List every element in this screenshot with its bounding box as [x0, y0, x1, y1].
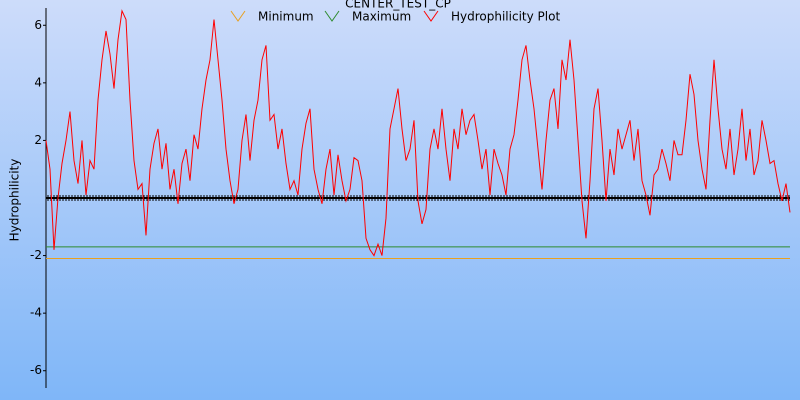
legend-icon [324, 10, 340, 22]
y-tick-label: 2 [34, 133, 42, 147]
legend-label: Minimum [258, 10, 314, 24]
y-tick-label: -4 [30, 306, 42, 320]
legend-label: Maximum [352, 10, 411, 24]
series-line [45, 9, 791, 257]
legend-icon [423, 10, 439, 22]
y-tick-label: 6 [34, 18, 42, 32]
chart-title: CENTER_TEST_CP [345, 0, 451, 11]
legend-label: Hydrophilicity Plot [451, 10, 560, 24]
y-tick-label: -2 [30, 248, 42, 262]
y-axis-label: Hydrophilicity [8, 159, 22, 242]
legend-icon [230, 10, 246, 22]
y-tick-label: 4 [34, 75, 42, 89]
y-tick-label: -6 [30, 363, 42, 377]
